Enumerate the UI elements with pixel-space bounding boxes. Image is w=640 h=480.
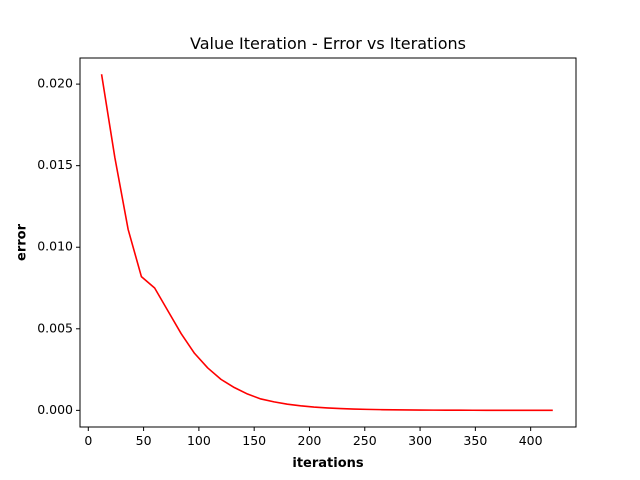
y-tick-label: 0.005 (37, 320, 73, 335)
y-axis-ticks: 0.000 0.005 0.010 0.015 0.020 (37, 76, 80, 417)
y-axis-label: error (15, 223, 30, 261)
series-line (100, 74, 553, 412)
y-tick-label: 0.015 (37, 157, 73, 172)
x-tick-label: 50 (136, 433, 152, 448)
x-axis-ticks: 0 50 100 150 200 250 300 350 400 (84, 427, 543, 448)
chart-title: Value Iteration - Error vs Iterations (190, 34, 466, 53)
x-tick-label: 200 (298, 433, 322, 448)
y-tick-label: 0.020 (37, 76, 73, 91)
plot-frame (79, 57, 577, 428)
x-tick-label: 400 (519, 433, 543, 448)
x-tick-label: 150 (242, 433, 266, 448)
x-tick-label: 250 (353, 433, 377, 448)
series-layer (100, 74, 553, 412)
x-axis-label: iterations (292, 456, 364, 471)
y-tick-label: 0.010 (37, 239, 73, 254)
x-tick-label: 100 (187, 433, 211, 448)
y-tick-label: 0.000 (37, 402, 73, 417)
x-tick-label: 0 (84, 433, 92, 448)
x-tick-label: 350 (463, 433, 487, 448)
x-tick-label: 300 (408, 433, 432, 448)
